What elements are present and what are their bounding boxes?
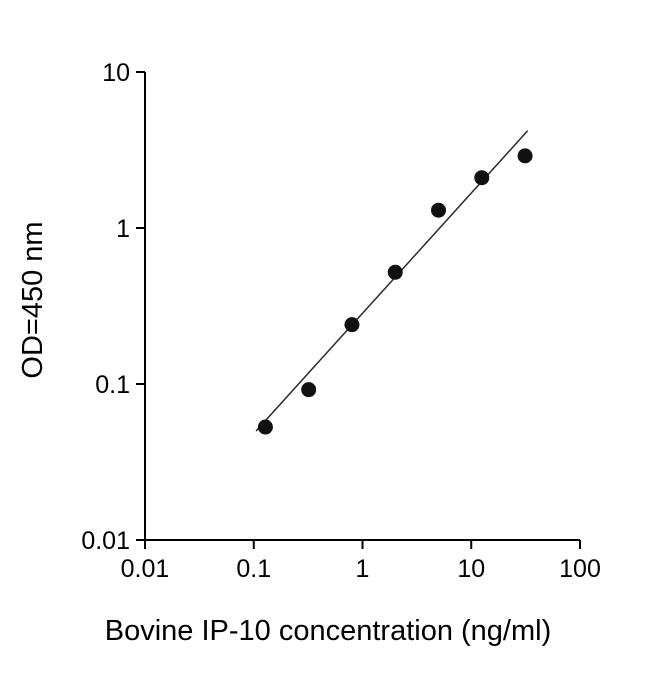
y-tick-label: 10 [102, 59, 130, 87]
x-axis-title: Bovine IP-10 concentration (ng/ml) [105, 615, 552, 647]
data-point [387, 264, 403, 280]
x-tick-label: 10 [457, 555, 485, 583]
data-point [431, 202, 447, 218]
x-tick-label: 100 [559, 555, 601, 583]
data-point [257, 419, 273, 435]
y-tick-label: 1 [116, 215, 130, 243]
x-tick-label: 1 [356, 555, 370, 583]
x-tick-label: 0.01 [121, 555, 170, 583]
y-axis-title: OD=450 nm [17, 221, 49, 378]
data-point [344, 317, 360, 333]
plot-layer: 0.01 0.1 1 10 100 10 1 0.1 0.01 [81, 59, 601, 583]
y-tick-label: 0.01 [81, 527, 130, 555]
y-tick-label: 0.1 [95, 371, 130, 399]
x-tick-label: 0.1 [236, 555, 271, 583]
data-point [517, 148, 533, 164]
data-point [474, 170, 490, 186]
data-point [301, 382, 317, 398]
